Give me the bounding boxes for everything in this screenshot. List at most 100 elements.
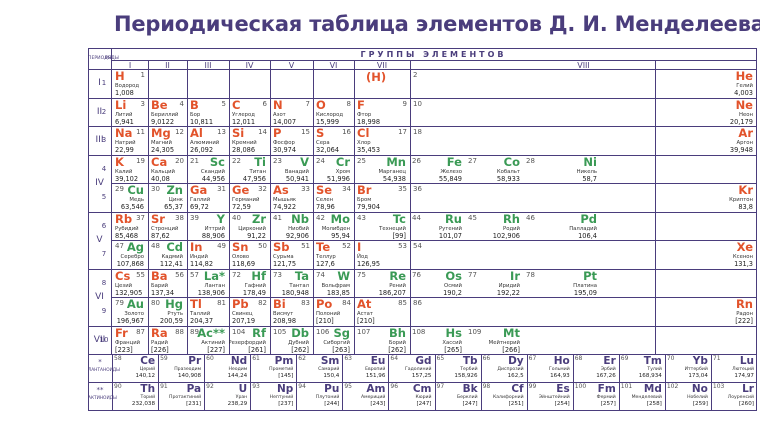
atomic-number: 52 (342, 242, 351, 250)
atomic-mass: [254] (554, 401, 570, 407)
element-symbol: Sb (273, 240, 290, 254)
lanthanide-Eu: 63 Eu Европий 151,96 (342, 354, 388, 382)
element-name: Неон (739, 111, 753, 118)
element-name: Радий (151, 339, 168, 346)
element-symbol: Ga (190, 183, 208, 197)
element-symbol: Fr (115, 325, 128, 340)
element-name: Индий (190, 254, 208, 260)
element-symbol: Rn (735, 297, 753, 311)
atomic-number: 98 (482, 383, 491, 390)
atomic-mass: 58,933 (496, 174, 520, 183)
atomic-number: 27 (468, 156, 477, 165)
element-symbol: As (273, 183, 289, 197)
element-name: Мейтнерий (488, 339, 520, 346)
hydrogen-placeholder: (H) (354, 69, 410, 98)
atomic-number: 78 (526, 270, 535, 279)
period-label-I: I (98, 78, 101, 89)
element-symbol: Mo (330, 211, 350, 226)
element-symbol: Y (216, 211, 225, 226)
element-name: Хром (335, 168, 350, 175)
element-symbol: Ni (583, 154, 597, 169)
atomic-mass: [243] (370, 401, 386, 407)
element-name: Платина (573, 282, 597, 289)
atomic-number: 108 (412, 327, 426, 336)
atomic-number: 46 (526, 213, 535, 222)
element-name: Ванадий (284, 168, 309, 175)
atomic-mass: 87,62 (151, 231, 170, 240)
atomic-mass: 112,41 (159, 260, 183, 268)
element-name: Гелий (736, 83, 753, 89)
element-Sc: 21 Sc Скандий 44,956 (187, 155, 229, 184)
atomic-mass: 47,956 (242, 174, 266, 183)
element-Sr: Sr 38 Стронций 87,62 (148, 212, 187, 241)
atomic-mass: 137,34 (151, 288, 175, 297)
element-name: Водород (115, 83, 140, 89)
element-Hf: 72 Hf Гафний 178,49 (229, 269, 270, 298)
element-symbol: Ge (232, 183, 250, 197)
element-P: P 15 Фосфор 30,974 (270, 126, 313, 155)
atomic-number: 88 (175, 327, 184, 336)
element-symbol: Bi (273, 297, 286, 311)
atomic-number: 81 (217, 299, 226, 307)
actinide-Cf: 98 Cf Калифорний [251] (481, 382, 527, 410)
atomic-number: 13 (217, 128, 226, 136)
row-number-7: 7 (101, 250, 107, 259)
element-symbol: Cr (335, 154, 350, 169)
element-name: Актиний (201, 339, 225, 346)
atomic-number: 9 (402, 99, 407, 108)
atomic-mass: 18,998 (357, 117, 381, 126)
period-label-III: III (95, 135, 104, 146)
row-number-10: 10 (99, 335, 109, 344)
atomic-mass: 12,011 (232, 117, 256, 126)
atomic-number: 74 (316, 270, 325, 279)
atomic-mass: [237] (278, 401, 294, 407)
element-Hg: 80 Hg Ртуть 200,59 (148, 297, 187, 326)
element-name: Эйнштейний (538, 395, 570, 400)
lanthanide-column-line (250, 354, 252, 410)
atomic-number: 19 (136, 156, 145, 165)
atomic-number: 1 (140, 71, 145, 79)
element-name: Кюрий (415, 395, 432, 400)
element-symbol: H (115, 69, 125, 83)
element-name: Криптон (729, 197, 753, 203)
atomic-mass: [223] (115, 345, 133, 354)
element-name: Литий (115, 111, 133, 118)
atomic-number: 34 (342, 185, 351, 193)
period-line (88, 325, 757, 327)
atomic-number: 72 (232, 270, 241, 279)
element-symbol: Mt (503, 325, 520, 340)
atomic-mass: 195,09 (573, 288, 597, 297)
atomic-number: 85 (398, 299, 407, 307)
element-symbol: (H) (366, 70, 387, 84)
atomic-mass: 63,546 (120, 203, 144, 211)
lanthanide-Pr: 59 Pr Празеодим 140,908 (158, 354, 204, 382)
element-name: Свинец (232, 311, 253, 317)
atomic-number: 10 (413, 99, 422, 108)
atomic-number: 65 (436, 355, 445, 362)
element-symbol: Tb (462, 355, 478, 367)
element-name: Диспрозий (497, 367, 524, 372)
element-name: Празеодим (174, 367, 202, 372)
element-name: Церий (139, 367, 156, 372)
lanthanides-mark: * (98, 358, 102, 366)
element-name: Лютеций (732, 367, 754, 372)
atomic-mass: 190,2 (443, 288, 462, 297)
lanthanides-label: ЛАНТАНОИДЫ (88, 368, 120, 373)
element-symbol: Br (357, 183, 372, 197)
element-symbol: Zn (166, 183, 183, 197)
element-name: Азот (273, 111, 286, 118)
element-symbol: Sr (151, 211, 165, 226)
atomic-mass: 114,82 (190, 260, 214, 268)
atomic-number: 12 (175, 128, 184, 136)
atomic-number: 24 (316, 156, 325, 165)
element-Nb: 41 Nb Ниобий 92,906 (270, 212, 313, 241)
period-label-V: V (96, 235, 103, 245)
element-Re: 75 Re Рений 186,207 (354, 269, 410, 298)
atomic-mass: 39,948 (729, 146, 753, 154)
table-border-top (88, 48, 757, 49)
lanthanide-Dy: 66 Dy Диспрозий 162,5 (481, 354, 527, 382)
group-column-line (270, 60, 271, 354)
atomic-number: 93 (252, 383, 260, 390)
element-W: 74 W Вольфрам 183,85 (313, 269, 354, 298)
